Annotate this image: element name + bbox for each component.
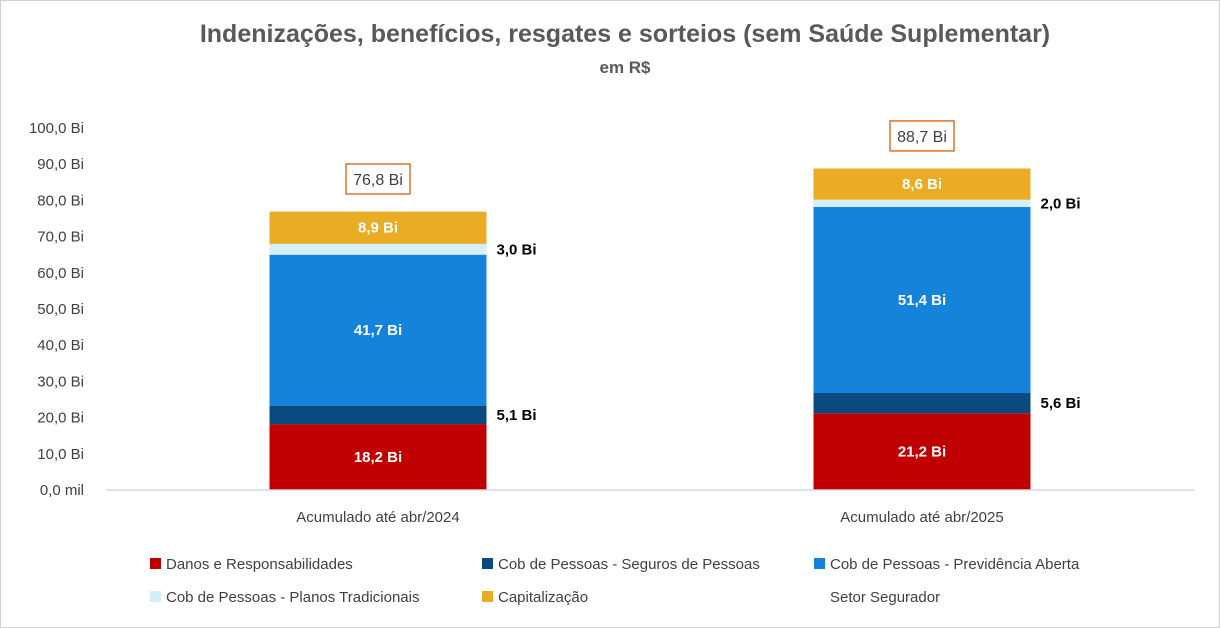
y-tick-label: 0,0 mil: [40, 482, 84, 499]
y-tick-label: 30,0 Bi: [37, 373, 84, 390]
legend-label: Cob de Pessoas - Previdência Aberta: [830, 556, 1080, 573]
y-tick-label: 20,0 Bi: [37, 410, 84, 427]
bar-segment: [813, 206, 1031, 393]
legend-label: Cob de Pessoas - Planos Tradicionais: [166, 589, 419, 606]
x-axis: Acumulado até abr/2024 Acumulado até abr/…: [106, 489, 1194, 526]
total-label: 76,8 Bi: [353, 172, 403, 189]
legend-item: Cob de Pessoas - Previdência Aberta: [814, 556, 1080, 573]
y-tick-label: 70,0 Bi: [37, 229, 84, 246]
y-tick-label: 60,0 Bi: [37, 265, 84, 282]
legend-swatch: [150, 591, 161, 602]
legend-item: Cob de Pessoas - Seguros de Pessoas: [482, 556, 760, 573]
data-label: 21,2 Bi: [898, 444, 946, 461]
legend-swatch: [150, 558, 161, 569]
total-label-box: [345, 163, 411, 195]
legend-label: Capitalização: [498, 589, 588, 606]
total-label: 88,7 Bi: [897, 129, 947, 146]
y-tick-label: 40,0 Bi: [37, 337, 84, 354]
y-tick-label: 10,0 Bi: [37, 446, 84, 463]
y-axis: 0,0 mil 10,0 Bi 20,0 Bi 30,0 Bi 40,0 Bi 50,0 …: [29, 120, 84, 499]
legend-label: Setor Segurador: [830, 589, 940, 606]
y-tick-label: 80,0 Bi: [37, 192, 84, 209]
legend-swatch: [482, 591, 493, 602]
data-label: 18,2 Bi: [354, 449, 402, 466]
legend-item: Setor Segurador: [830, 589, 940, 606]
data-label: 3,0 Bi: [497, 241, 537, 258]
chart-subtitle: em R$: [599, 58, 651, 77]
legend-label: Cob de Pessoas - Seguros de Pessoas: [498, 556, 760, 573]
legend-item: Capitalização: [482, 589, 588, 606]
total-label-box: [889, 120, 955, 152]
data-label: 51,4 Bi: [898, 292, 946, 309]
legend-swatch: [814, 558, 825, 569]
y-tick-label: 50,0 Bi: [37, 301, 84, 318]
bars-group: 18,2 Bi 5,1 Bi 41,7 Bi 3,0 Bi 8,9 Bi 76,8 Bi 2…: [269, 120, 1081, 490]
bar-segment: [269, 424, 487, 490]
bar-segment: [813, 392, 1031, 414]
bar-segment: [813, 413, 1031, 490]
y-tick-label: 90,0 Bi: [37, 156, 84, 173]
chart-title: Indenizações, benefícios, resgates e sor…: [200, 20, 1050, 48]
legend-swatch: [482, 558, 493, 569]
bar-segment: [269, 405, 487, 425]
y-tick-label: 100,0 Bi: [29, 120, 84, 137]
data-label: 5,6 Bi: [1041, 395, 1081, 412]
legend: Danos e Responsabilidades Cob de Pessoas …: [150, 556, 1080, 606]
data-label: 2,0 Bi: [1041, 195, 1081, 212]
x-tick-label: Acumulado até abr/2024: [296, 509, 459, 526]
legend-label: Danos e Responsabilidades: [166, 556, 353, 573]
bar-segment: [269, 254, 487, 406]
bar-segment: [269, 211, 487, 244]
bar-segment: [269, 243, 487, 255]
data-label: 5,1 Bi: [497, 407, 537, 424]
bar-segment: [813, 168, 1031, 200]
data-label: 8,6 Bi: [902, 176, 942, 193]
data-label: 41,7 Bi: [354, 322, 402, 339]
legend-item: Cob de Pessoas - Planos Tradicionais: [150, 589, 419, 606]
bar-segment: [813, 199, 1031, 207]
legend-item: Danos e Responsabilidades: [150, 556, 353, 573]
data-label: 8,9 Bi: [358, 220, 398, 237]
x-tick-label: Acumulado até abr/2025: [840, 509, 1003, 526]
